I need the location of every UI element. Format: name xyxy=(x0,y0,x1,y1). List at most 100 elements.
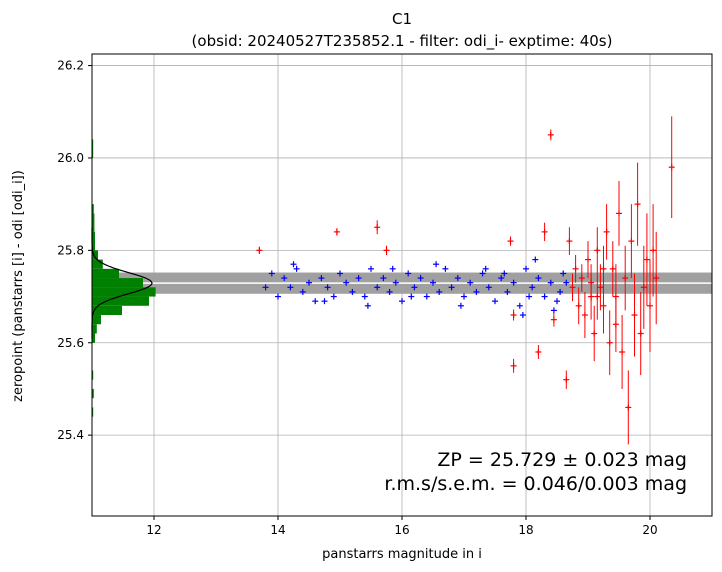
blue-point xyxy=(262,284,269,291)
blue-point xyxy=(417,275,424,282)
blue-point xyxy=(380,275,387,282)
red-point xyxy=(569,273,576,302)
red-point xyxy=(640,245,647,329)
blue-point xyxy=(442,265,449,272)
blue-point xyxy=(454,275,461,282)
histogram-bar xyxy=(92,250,98,260)
red-point xyxy=(535,345,542,359)
blue-point xyxy=(504,288,511,295)
red-point xyxy=(541,222,548,242)
blue-point xyxy=(368,265,374,272)
histogram-bar xyxy=(92,388,94,399)
blue-point xyxy=(554,298,560,305)
blue-point xyxy=(275,293,281,300)
histogram-bar xyxy=(92,296,149,306)
x-tick-label: 12 xyxy=(146,523,161,537)
blue-point xyxy=(492,298,498,305)
blue-point xyxy=(324,284,331,291)
zeropoint-band xyxy=(92,272,712,294)
red-point xyxy=(625,370,632,445)
histogram-bar xyxy=(92,287,156,297)
red-point xyxy=(634,162,641,246)
blue-point xyxy=(523,265,529,272)
blue-point xyxy=(411,284,418,291)
red-point xyxy=(650,204,657,297)
rms-annotation: r.m.s/s.e.m. = 0.046/0.003 mag xyxy=(384,473,687,495)
blue-point xyxy=(355,275,362,282)
red-point xyxy=(600,245,607,292)
red-point xyxy=(578,264,585,292)
blue-point xyxy=(550,307,557,314)
blue-point xyxy=(405,270,412,277)
red-point xyxy=(603,204,610,260)
red-point xyxy=(566,227,573,255)
histogram-bar xyxy=(92,204,94,214)
red-point xyxy=(572,254,579,283)
blue-point xyxy=(306,279,312,286)
blue-point xyxy=(535,275,542,282)
blue-point xyxy=(557,288,564,295)
blue-point xyxy=(532,256,539,263)
red-point xyxy=(588,264,595,302)
blue-point xyxy=(299,288,306,295)
blue-point xyxy=(389,265,396,272)
histogram-bar xyxy=(92,333,95,343)
red-point xyxy=(609,241,616,297)
red-point xyxy=(547,129,554,141)
blue-point xyxy=(318,275,325,282)
red-point xyxy=(585,241,591,279)
blue-point xyxy=(485,284,492,291)
blue-point xyxy=(510,279,517,286)
blue-point xyxy=(529,284,536,291)
y-axis-label: zeropoint (panstarrs [i] - odi [odi_i]) xyxy=(11,170,26,402)
histogram-bar xyxy=(92,407,94,417)
blue-series xyxy=(262,256,570,319)
blue-point xyxy=(461,293,467,300)
blue-point xyxy=(482,265,489,272)
blue-point xyxy=(501,270,508,277)
blue-point xyxy=(457,302,464,309)
blue-point xyxy=(281,275,288,282)
red-point xyxy=(637,291,644,376)
red-point xyxy=(510,309,517,321)
histogram-bar xyxy=(92,268,119,279)
blue-point xyxy=(498,275,505,282)
blue-point xyxy=(430,279,436,286)
red-point xyxy=(619,315,626,389)
x-tick-label: 20 xyxy=(642,523,657,537)
histogram-bar xyxy=(92,231,95,251)
zp-annotation: ZP = 25.729 ± 0.023 mag xyxy=(437,449,687,471)
y-tick-label: 25.8 xyxy=(57,243,84,257)
x-tick-label: 14 xyxy=(270,523,285,537)
red-point xyxy=(591,305,598,362)
blue-point xyxy=(361,293,368,300)
blue-point xyxy=(433,261,440,268)
y-tick-label: 26.0 xyxy=(57,151,84,165)
red-point xyxy=(256,246,263,255)
y-tick-label: 25.6 xyxy=(57,336,84,350)
y-tick-label: 25.4 xyxy=(57,428,84,442)
red-point xyxy=(374,220,381,235)
x-tick-label: 16 xyxy=(394,523,409,537)
red-point xyxy=(606,310,613,376)
red-point xyxy=(647,259,653,352)
red-point xyxy=(510,358,517,373)
blue-point xyxy=(374,284,381,291)
blue-point xyxy=(473,288,480,295)
blue-point xyxy=(526,293,533,300)
blue-point xyxy=(541,293,548,300)
red-point xyxy=(594,227,601,274)
blue-point xyxy=(436,288,443,295)
histogram-bar xyxy=(92,305,122,316)
histogram-bar xyxy=(92,259,103,269)
blue-point xyxy=(386,288,393,295)
blue-point xyxy=(563,279,570,286)
blue-point xyxy=(330,293,337,300)
red-point xyxy=(612,296,619,352)
red-series xyxy=(256,116,675,445)
blue-point xyxy=(516,302,523,309)
red-point xyxy=(668,116,675,219)
red-point xyxy=(616,181,622,246)
x-axis-label: panstarrs magnitude in i xyxy=(322,547,482,562)
red-point xyxy=(622,245,629,311)
